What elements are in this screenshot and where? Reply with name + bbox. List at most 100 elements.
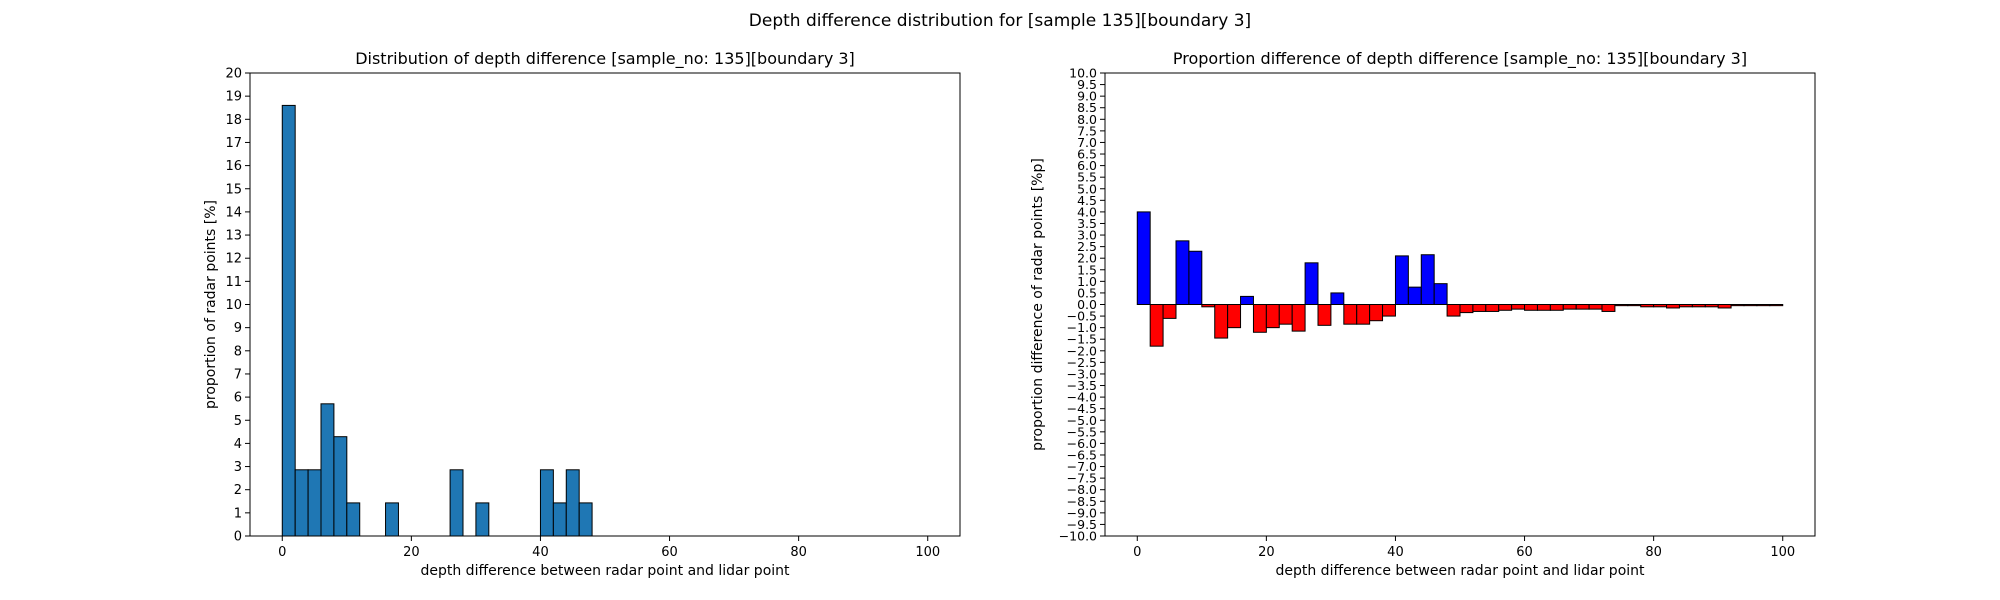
histogram-bar [294,469,309,537]
difference-y-tick-label: 0.0 [1077,297,1097,312]
difference-y-axis-label: proportion difference of radar points [%… [1030,158,1046,451]
difference-y-tick-label: −4.0 [1067,390,1097,405]
histogram-y-tick-label: 14 [225,205,242,220]
difference-bar [1691,304,1706,308]
difference-y-tick-label: −1.0 [1067,320,1097,335]
histogram-bar [449,469,464,537]
difference-y-tick-label: −2.0 [1067,343,1097,358]
difference-bar [1666,304,1680,309]
difference-x-tick-label: 20 [1258,545,1275,560]
histogram-bar [346,502,361,537]
histogram-y-tick-label: 6 [234,391,242,406]
difference-x-tick-label: 80 [1645,545,1662,560]
difference-bar [1472,304,1487,312]
difference-bar [1485,304,1500,312]
histogram-y-axis-label: proportion of radar points [%] [203,200,219,409]
difference-title: Proportion difference of depth differenc… [1173,49,1747,69]
difference-y-tick-label: 9.0 [1077,89,1097,104]
histogram-x-tick-label: 60 [661,545,678,560]
difference-bar [1433,283,1448,306]
histogram-panel: Distribution of depth difference [sample… [203,49,961,579]
difference-y-tick-label: −8.5 [1067,494,1097,509]
difference-bar [1343,304,1358,325]
histogram-y-tick-label: 13 [225,229,242,244]
histogram-bar [385,502,399,537]
difference-bar [1446,304,1461,317]
difference-y-tick-label: −9.0 [1067,505,1097,520]
histogram-bar [333,436,348,537]
histogram-bar [539,469,554,537]
difference-y-tick-label: 5.0 [1077,181,1097,196]
histogram-y-tick-label: 15 [225,182,242,197]
difference-y-tick-label: 1.5 [1077,262,1097,277]
histogram-y-tick-label: 7 [234,367,242,382]
difference-y-tick-label: 2.0 [1077,251,1097,266]
difference-bar [1201,304,1216,308]
difference-bar [1382,304,1396,317]
difference-y-tick-label: 5.5 [1077,170,1097,185]
difference-bar [1188,250,1203,306]
difference-y-ticks: −10.0−9.5−9.0−8.5−8.0−7.5−7.0−6.5−6.0−5.… [1059,66,1105,544]
difference-bar [1575,304,1590,310]
histogram-bar [565,469,580,537]
difference-x-tick-label: 100 [1770,545,1795,560]
difference-y-tick-label: 8.5 [1077,100,1097,115]
difference-plot-frame [1104,72,1816,537]
difference-bar [1265,304,1280,329]
difference-bar [1407,286,1422,306]
difference-bar [1588,304,1603,310]
difference-bar [1717,304,1732,309]
difference-y-tick-label: 3.0 [1077,228,1097,243]
difference-y-tick-label: −0.5 [1067,309,1097,324]
difference-bar [1227,304,1242,329]
difference-y-tick-label: −8.0 [1067,482,1097,497]
difference-x-tick-label: 40 [1387,545,1404,560]
difference-bars [1136,211,1784,347]
difference-panel: Proportion difference of depth differenc… [1030,49,1816,579]
difference-y-tick-label: 6.0 [1077,158,1097,173]
histogram-bar [320,403,335,537]
difference-y-tick-label: −7.0 [1067,459,1097,474]
histogram-y-tick-label: 10 [225,298,242,313]
difference-y-tick-label: 3.5 [1077,216,1097,231]
histogram-x-axis-label: depth difference between radar point and… [420,563,790,579]
difference-bar [1278,304,1293,325]
difference-bar [1149,304,1164,347]
difference-bar [1678,304,1693,308]
difference-bar [1304,262,1319,305]
difference-bar [1136,211,1151,305]
difference-y-tick-label: −1.5 [1067,332,1097,347]
difference-bar [1627,304,1642,307]
difference-y-tick-label: −6.5 [1067,447,1097,462]
histogram-plot-frame [249,72,961,537]
difference-bar [1356,304,1371,325]
difference-y-tick-label: 1.0 [1077,274,1097,289]
histogram-y-tick-label: 20 [225,67,242,82]
histogram-y-tick-label: 4 [234,437,242,452]
histogram-bars [281,104,593,537]
histogram-bar [281,104,296,537]
difference-y-tick-label: 9.5 [1077,77,1097,92]
difference-bar [1743,304,1758,307]
difference-bar [1214,304,1229,339]
histogram-y-tick-label: 12 [225,252,242,267]
difference-bar [1317,304,1332,326]
difference-bar [1524,304,1538,311]
difference-x-axis-label: depth difference between radar point and… [1275,563,1645,579]
difference-y-tick-label: 2.5 [1077,239,1097,254]
difference-y-tick-label: −5.5 [1067,424,1097,439]
difference-bar [1162,304,1177,319]
histogram-x-tick-label: 100 [915,545,940,560]
histogram-y-tick-label: 18 [225,113,242,128]
difference-y-tick-label: 0.5 [1077,285,1097,300]
difference-x-ticks: 0 20 40 60 80 100 [1133,536,1795,560]
histogram-x-tick-label: 80 [790,545,807,560]
difference-bar [1459,304,1474,314]
difference-y-tick-label: 6.5 [1077,147,1097,162]
histogram-bar [552,502,567,537]
difference-bar [1769,304,1784,307]
histogram-y-tick-label: 8 [234,344,242,359]
histogram-y-tick-label: 11 [225,275,242,290]
